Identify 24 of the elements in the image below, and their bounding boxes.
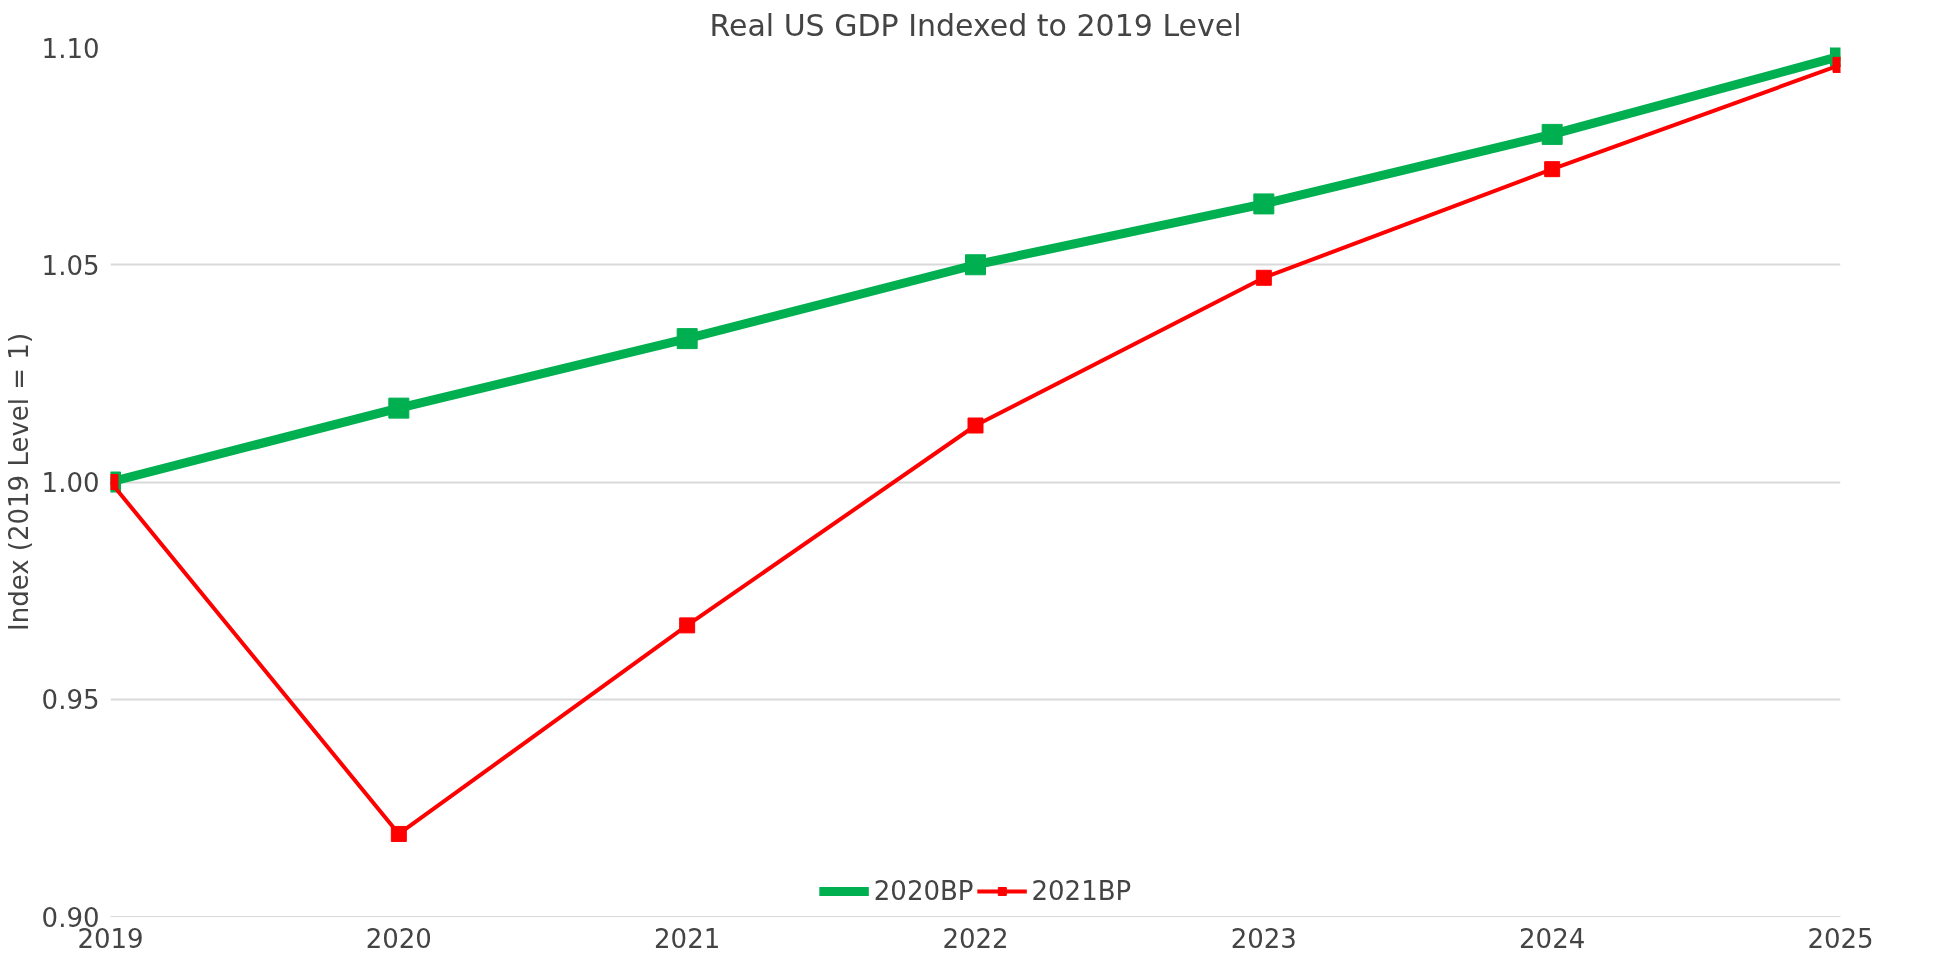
x-tick-label: 2022 bbox=[942, 923, 1009, 954]
point bbox=[1255, 269, 1272, 286]
x-tick-label: 2021 bbox=[654, 923, 721, 954]
point bbox=[390, 825, 407, 842]
x-tick-label: 2023 bbox=[1230, 923, 1297, 954]
point bbox=[679, 617, 696, 634]
y-axis-title: Index (2019 Level = 1) bbox=[3, 332, 34, 632]
legend-label: 2021BP bbox=[1031, 876, 1132, 906]
y-tick-label: 1.00 bbox=[41, 468, 100, 498]
x-tick-label: 2020 bbox=[365, 923, 432, 954]
point bbox=[1544, 161, 1561, 178]
y-tick-label: 0.95 bbox=[41, 685, 100, 716]
point bbox=[1541, 123, 1563, 145]
legend-label: 2020BP bbox=[873, 876, 974, 906]
y-tick-label: 1.10 bbox=[41, 33, 100, 64]
point bbox=[388, 397, 410, 419]
chart-title: Real US GDP Indexed to 2019 Level bbox=[709, 7, 1242, 43]
point bbox=[676, 328, 698, 350]
point bbox=[965, 254, 986, 276]
point bbox=[1253, 193, 1275, 215]
y-tick-label: 1.05 bbox=[41, 250, 100, 281]
point bbox=[967, 417, 984, 434]
x-tick-label: 2025 bbox=[1807, 923, 1874, 954]
x-tick-label: 2024 bbox=[1519, 923, 1586, 954]
